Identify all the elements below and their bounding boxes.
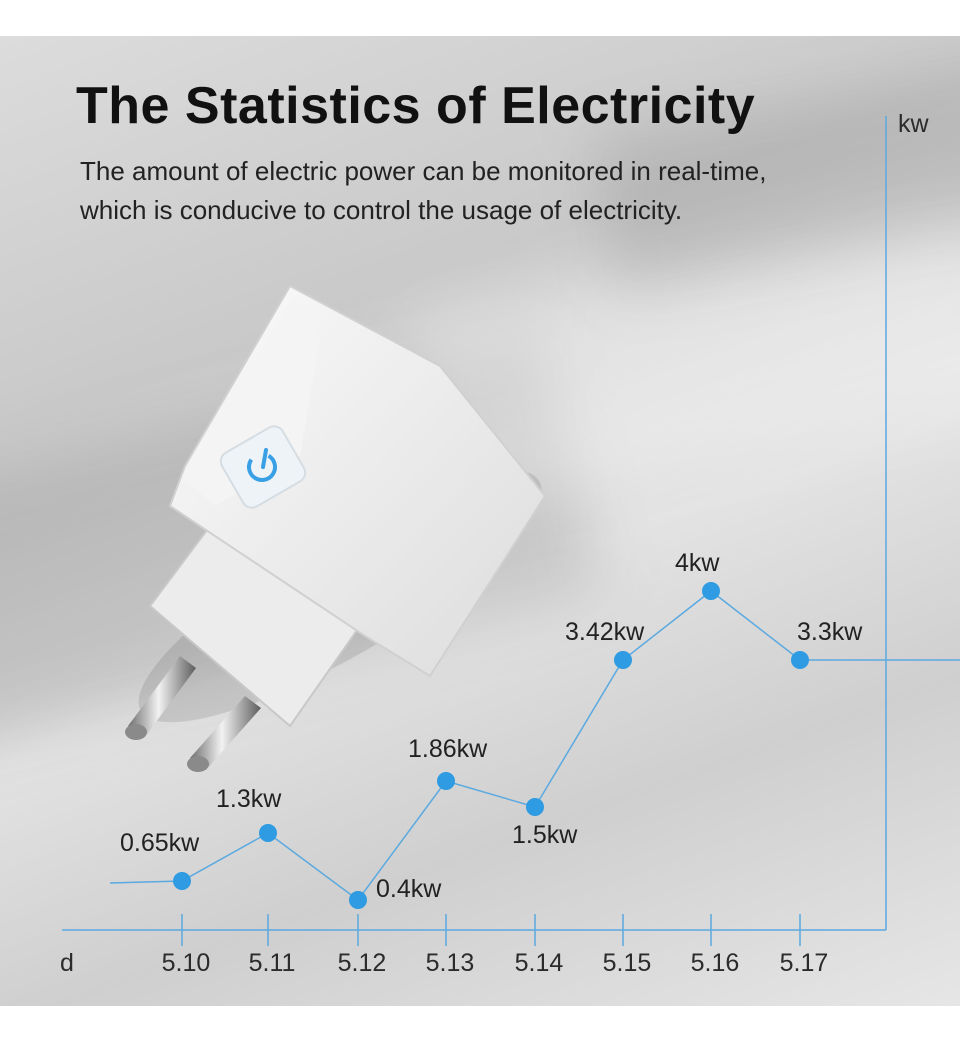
page-title: The Statistics of Electricity [76,77,756,135]
page-subtitle: The amount of electric power can be moni… [80,152,880,230]
data-point [614,651,632,669]
plug-pins [125,656,261,772]
power-button-icon [219,425,307,509]
subtitle-line-1: The amount of electric power can be moni… [80,156,767,186]
data-point [791,651,809,669]
x-tick-label: 5.13 [426,949,475,977]
data-label: 3.42kw [565,618,645,646]
x-tick-label: 5.16 [691,949,740,977]
chart-labels: 0.65kw 1.3kw 0.4kw 1.86kw 1.5kw 3.42kw 4kw 3.3k… [120,549,863,903]
x-tick-label: 5.11 [249,949,296,977]
x-tick-label: 5.17 [780,949,829,977]
data-point [702,582,720,600]
chart-canvas: The Statistics of Electricity The amount… [0,36,960,1006]
chart-axes: kw d 5.10 5.11 5.12 5.13 5.14 5.15 5.16 5.17 [60,110,930,977]
data-label: 1.86kw [408,735,488,763]
data-point [349,891,367,909]
chart-series [109,582,960,909]
data-label: 1.5kw [512,821,578,849]
data-point [259,824,277,842]
x-tick-label: 5.15 [603,949,652,977]
data-label: 1.3kw [216,785,282,813]
data-point [526,798,544,816]
x-axis-label: d [60,949,74,977]
subtitle-line-2: which is conducive to control the usage … [80,195,683,225]
data-label: 0.4kw [376,875,442,903]
y-axis-label: kw [898,110,930,138]
data-point [173,872,191,890]
data-label: 3.3kw [797,618,863,646]
series-line [109,590,960,902]
x-tick-label: 5.10 [162,949,211,977]
data-label: 4kw [675,549,720,577]
x-tick-label: 5.12 [338,949,387,977]
data-label: 0.65kw [120,829,200,857]
line-chart: kw d 5.10 5.11 5.12 5.13 5.14 5.15 5.16 5.17 0.65… [60,110,960,977]
x-tick-label: 5.14 [515,949,564,977]
data-point [437,772,455,790]
smart-plug-image [125,284,547,772]
